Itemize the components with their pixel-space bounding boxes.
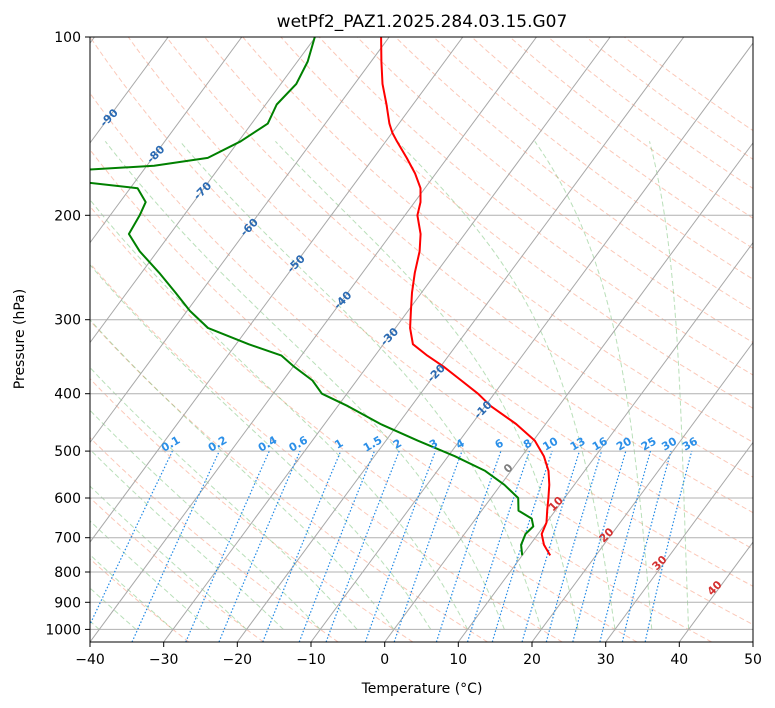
x-tick-label: 20 bbox=[523, 652, 541, 668]
isotherm-gridlines bbox=[90, 37, 753, 642]
dry-adiabat-line bbox=[242, 37, 753, 443]
mixing-ratio-line bbox=[298, 450, 375, 642]
moist-adiabat-line bbox=[104, 140, 505, 630]
dry-adiabat-line bbox=[90, 205, 638, 642]
mixing-ratio-line bbox=[435, 450, 502, 642]
moist-adiabat-line bbox=[534, 141, 653, 630]
mixing-ratio-line bbox=[393, 450, 463, 642]
isotherm-line bbox=[457, 241, 753, 642]
x-axis-label: Temperature (°C) bbox=[361, 681, 483, 697]
x-tick-label: 30 bbox=[597, 652, 615, 668]
moist-adiabat-line bbox=[90, 264, 432, 630]
y-axis-ticks: 100 200 300 400 500 600 700 800 900 1000 bbox=[45, 30, 90, 638]
isotherm-line bbox=[531, 341, 753, 642]
moist-adiabats bbox=[90, 140, 690, 630]
dry-adiabat-line bbox=[90, 148, 712, 642]
x-tick-label: −30 bbox=[149, 652, 179, 668]
dry-adiabat-line bbox=[90, 92, 753, 626]
y-tick-label: 600 bbox=[54, 491, 81, 507]
y-tick-label: 1000 bbox=[45, 622, 81, 638]
dry-adiabat-line bbox=[395, 37, 753, 312]
dry-adiabat-line bbox=[166, 37, 753, 514]
isotherm-line bbox=[90, 37, 537, 642]
mixing-ratio-line bbox=[185, 450, 270, 642]
mixing-ratio-line bbox=[491, 450, 553, 642]
y-tick-label: 800 bbox=[54, 565, 81, 581]
isotherm-line bbox=[90, 37, 390, 444]
x-tick-label: 40 bbox=[670, 652, 688, 668]
isotherm-line bbox=[163, 37, 611, 642]
mixing-ratio-line bbox=[572, 450, 627, 642]
moist-adiabat-line bbox=[90, 587, 137, 630]
moist-adiabat-line bbox=[90, 366, 358, 630]
y-tick-label: 400 bbox=[54, 387, 81, 403]
mixing-ratio-line bbox=[599, 450, 652, 642]
moist-adiabat-line bbox=[90, 448, 284, 630]
mixing-ratio-line bbox=[644, 450, 693, 642]
y-tick-label: 700 bbox=[54, 531, 81, 547]
plot-frame bbox=[89, 36, 754, 643]
x-tick-label: 50 bbox=[744, 652, 762, 668]
x-tick-label: −10 bbox=[296, 652, 326, 668]
mixing-ratio-line bbox=[521, 450, 581, 642]
dry-adiabat-line bbox=[90, 37, 753, 587]
isotherm-line bbox=[90, 37, 243, 244]
x-tick-label: 0 bbox=[380, 652, 389, 668]
y-tick-label: 900 bbox=[54, 595, 81, 611]
isotherm-line bbox=[90, 37, 169, 144]
temperature-profile bbox=[380, 37, 552, 556]
plot-area: 0.10.20.40.611.52346810131620253036-100-… bbox=[90, 37, 753, 642]
x-tick-label: −20 bbox=[223, 652, 253, 668]
sounding-profiles bbox=[90, 37, 552, 556]
mixing-ratio-lines bbox=[90, 450, 693, 642]
mixing-ratio-line bbox=[545, 450, 603, 642]
dry-adiabat-line bbox=[280, 37, 753, 409]
isobar-gridlines bbox=[90, 37, 753, 630]
isotherm-line bbox=[90, 37, 316, 344]
y-tick-label: 500 bbox=[54, 444, 81, 460]
moist-adiabat-line bbox=[90, 485, 247, 630]
y-tick-label: 300 bbox=[54, 313, 81, 329]
dry-adiabat-line bbox=[90, 262, 563, 642]
y-tick-label: 200 bbox=[54, 208, 81, 224]
isotherm-line bbox=[605, 441, 753, 642]
isotherm-line bbox=[90, 37, 464, 543]
dry-adiabat-line bbox=[127, 37, 753, 550]
moist-adiabat-line bbox=[90, 520, 211, 630]
chart-title: wetPf2_PAZ1.2025.284.03.15.G07 bbox=[277, 12, 568, 32]
dry-adiabat-line bbox=[318, 37, 753, 376]
x-tick-label: −40 bbox=[75, 652, 105, 668]
mixing-ratio-line bbox=[90, 450, 173, 626]
mixing-ratio-line bbox=[218, 450, 301, 642]
dry-adiabat-line bbox=[90, 558, 190, 642]
dry-adiabat-line bbox=[90, 436, 339, 642]
moist-adiabat-line bbox=[179, 140, 542, 630]
y-axis-label: Pressure (hPa) bbox=[12, 289, 28, 389]
isotherm-line bbox=[384, 142, 753, 642]
moist-adiabat-line bbox=[90, 199, 469, 630]
moist-adiabat-line bbox=[90, 319, 395, 630]
mixing-ratio-line bbox=[262, 450, 342, 642]
y-tick-label: 100 bbox=[54, 30, 81, 46]
dewpoint-profile bbox=[90, 37, 535, 556]
moist-adiabat-line bbox=[275, 140, 579, 630]
x-axis-ticks: −40 −30 −20 −10 0 10 20 30 40 50 bbox=[75, 642, 762, 668]
x-tick-label: 10 bbox=[449, 652, 467, 668]
isotherm-line bbox=[236, 37, 685, 642]
isotherm-line bbox=[310, 42, 753, 642]
mixing-ratio-line bbox=[131, 450, 220, 642]
mixing-ratio-line bbox=[364, 450, 436, 642]
mixing-ratio-line bbox=[325, 450, 400, 642]
